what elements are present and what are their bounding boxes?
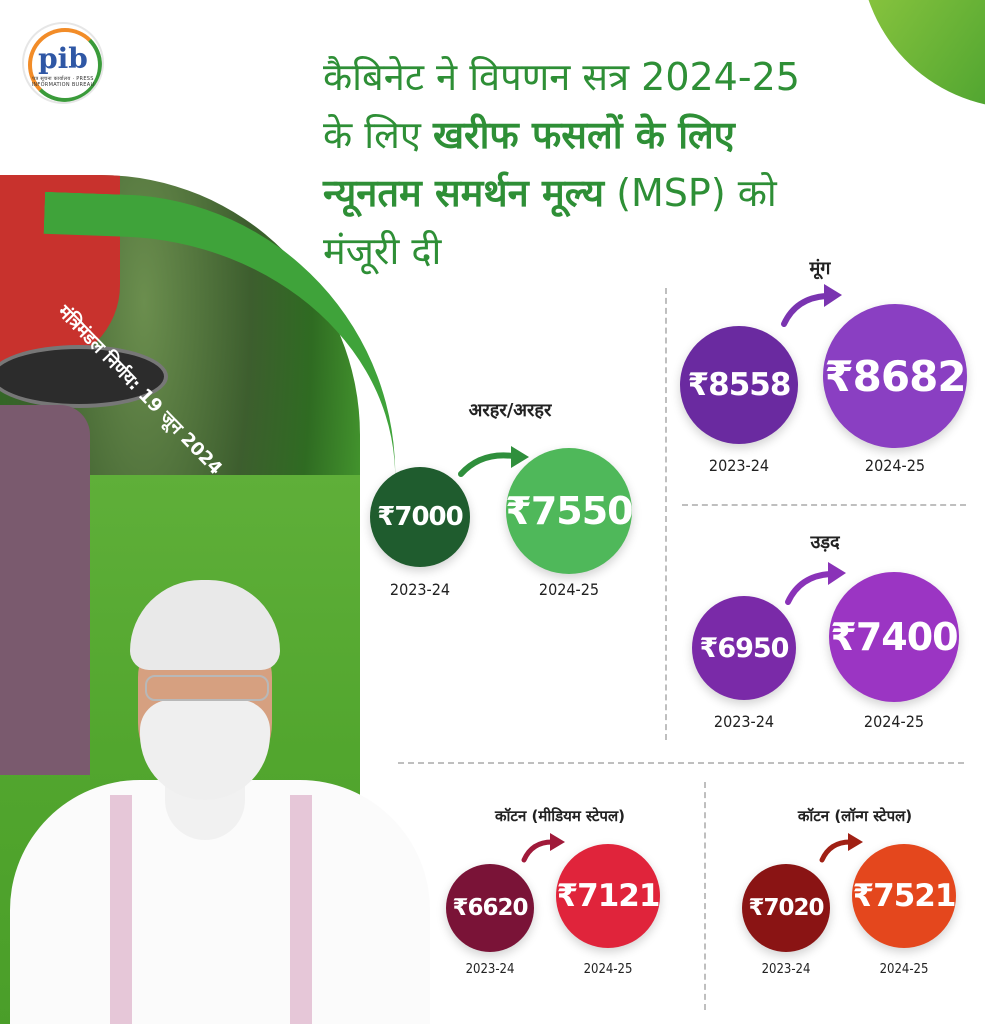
crop-name-arhar: अरहर/अरहर [468,400,552,421]
price-new-cotton-medium: ₹7121 [556,844,660,948]
page-title: कैबिनेट ने विपणन सत्र 2024-25 के लिए खरी… [323,48,863,280]
arrow-icon [521,833,565,863]
price-new-urad: ₹7400 [829,572,959,702]
logo-subtext: पत्र सूचना कार्यालय · PRESS INFORMATION … [31,76,95,88]
crop-name-moong: मूंग [809,258,831,279]
crop-name-cotton-medium: कॉटन (मीडियम स्टेपल) [495,807,625,825]
title-line-1: कैबिनेट ने विपणन सत्र 2024-25 [323,55,800,99]
divider-moong-urad [682,504,966,506]
price-new-moong: ₹8682 [823,304,967,448]
arrow-icon [781,284,842,327]
portrait-glasses [145,675,269,701]
year-new-arhar: 2024-25 [538,580,600,599]
price-old-arhar: ₹7000 [370,467,470,567]
portrait-stole-left [110,795,132,1024]
pib-logo: pib पत्र सूचना कार्यालय · PRESS INFORMAT… [22,22,104,104]
price-old-moong: ₹8558 [680,326,798,444]
year-old-cotton-long: 2023-24 [761,962,811,977]
portrait-beard [140,700,270,800]
year-new-moong: 2024-25 [864,456,926,475]
divider-cotton [398,762,964,764]
crop-name-cotton-long: कॉटन (लॉन्ग स्टेपल) [797,807,913,825]
arrow-icon [819,833,863,863]
seed-basket [0,345,168,408]
price-old-cotton-long: ₹7020 [742,864,830,952]
title-line-3: न्यूनतम समर्थन मूल्य (MSP) को [323,171,777,215]
year-old-moong: 2023-24 [708,456,770,475]
title-line-2: के लिए खरीफ फसलों के लिए [323,113,735,157]
year-old-arhar: 2023-24 [389,580,451,599]
crop-name-urad: उड़द [810,532,840,553]
portrait-hair [130,580,280,670]
year-old-cotton-medium: 2023-24 [465,962,515,977]
year-old-urad: 2023-24 [713,712,775,731]
farmer-legs [0,405,90,775]
arrow-icon [785,562,846,605]
arrow-icon [458,446,529,477]
year-new-urad: 2024-25 [863,712,925,731]
price-old-cotton-medium: ₹6620 [446,864,534,952]
corner-decoration [862,0,985,134]
portrait-stole-right [290,795,312,1024]
year-new-cotton-medium: 2024-25 [583,962,633,977]
logo-mark: pib [38,42,88,75]
year-new-cotton-long: 2024-25 [879,962,929,977]
price-new-arhar: ₹7550 [505,448,634,574]
divider-vertical-top [665,288,667,740]
logo-ring [28,28,102,102]
divider-vertical-cotton [704,782,706,1010]
price-old-urad: ₹6950 [692,596,796,700]
price-new-cotton-long: ₹7521 [852,844,956,948]
farmer-figure [0,175,120,365]
portrait [0,580,440,1024]
